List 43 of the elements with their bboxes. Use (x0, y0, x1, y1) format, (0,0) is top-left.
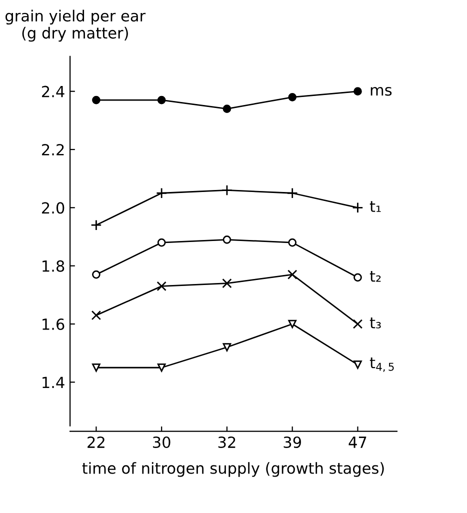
point (287, 270, 298, 280)
series-label: t₃ (370, 317, 381, 328)
point (352, 319, 363, 329)
y-tick-label: 1.6 (42, 318, 64, 330)
point (222, 104, 232, 113)
point (288, 238, 297, 247)
series-label: t₁ (370, 201, 381, 212)
x-tick-label: 22 (88, 436, 104, 448)
x-tick-label: 47 (348, 436, 366, 448)
point (354, 273, 362, 282)
point (354, 360, 362, 369)
y-tick-label: 2.0 (42, 202, 64, 214)
x-tick-label: 32 (218, 436, 236, 448)
point (157, 96, 166, 104)
x-axis-title: time of nitrogen supply (growth stages) (82, 462, 384, 477)
series-label: ms (370, 86, 392, 96)
x-tick-label: 39 (284, 436, 301, 448)
point (92, 363, 100, 372)
point (92, 96, 100, 104)
y-tick-label: 1.4 (42, 376, 64, 388)
y-tick-label: 1.8 (42, 260, 64, 272)
x-tick-label: 30 (153, 436, 170, 448)
point (91, 310, 102, 320)
series-label: t₂ (370, 270, 381, 282)
y-tick-label: 2.2 (42, 144, 64, 156)
point (157, 238, 166, 247)
point (90, 220, 102, 231)
y-tick-label: 2.4 (42, 86, 64, 98)
point (286, 188, 298, 199)
point (157, 363, 166, 372)
point (288, 320, 297, 328)
point (221, 184, 233, 196)
y-axis-title: grain yield per ear (g dry matter) (6, 10, 146, 42)
point (352, 202, 364, 214)
point (222, 235, 232, 244)
point (222, 278, 232, 288)
point (156, 188, 168, 199)
series-label: t$_{4,5}$ (370, 357, 394, 372)
point (288, 92, 297, 102)
point (222, 343, 232, 352)
point (354, 87, 362, 96)
point (92, 270, 100, 279)
point (156, 281, 166, 292)
